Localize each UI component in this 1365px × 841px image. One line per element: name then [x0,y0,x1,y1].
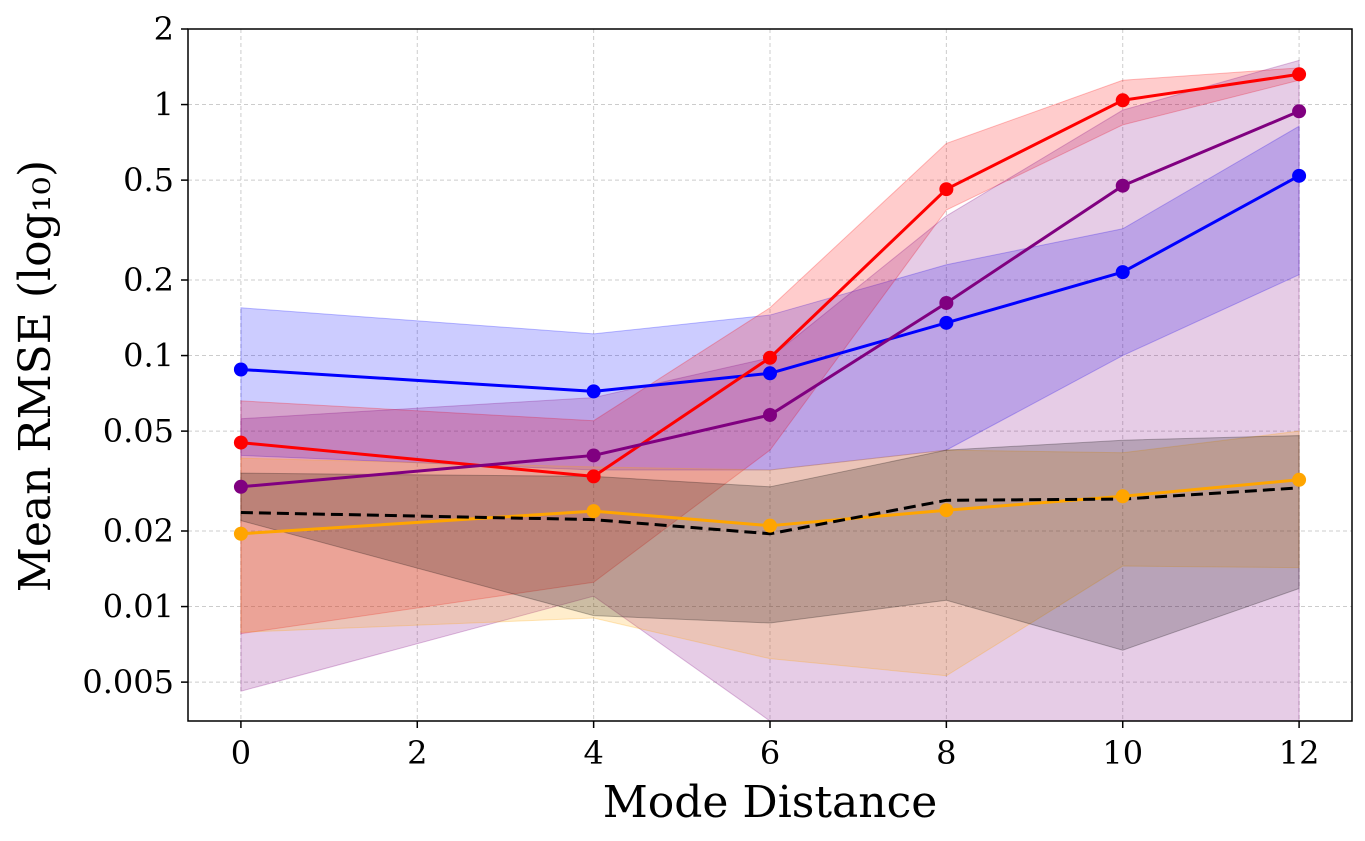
data-point-1-0 [233,435,248,450]
x-tick-label: 12 [1279,734,1320,772]
y-tick-label: 2 [154,10,174,48]
y-axis-ticks: 0.005 0.01 0.02 0.05 0.1 0.2 0.5 1 2 [82,10,188,701]
data-point-1-2 [763,350,777,365]
data-point-3-3 [939,503,954,518]
data-point-2-0 [233,479,248,494]
y-tick-label: 1 [154,86,174,124]
data-point-2-1 [586,448,601,463]
x-tick-label: 4 [583,734,603,772]
data-point-3-2 [763,518,777,533]
error-bands [240,59,1300,721]
y-tick-label: 0.02 [103,512,174,550]
error-band-4 [240,435,1300,651]
data-point-3-5 [1292,472,1307,487]
error-band-3 [240,430,1300,677]
series-line-4 [240,486,1300,536]
series-lines [240,72,1300,536]
data-point-0-5 [1292,168,1307,183]
data-point-1-4 [1115,93,1130,108]
data-point-0-1 [586,384,601,399]
data-point-1-1 [586,469,601,484]
series-line-1 [240,72,1300,478]
data-point-2-3 [939,295,954,310]
x-tick-label: 8 [936,734,956,772]
y-tick-label: 0.01 [103,588,174,626]
series-line-0 [240,174,1300,393]
x-axis-ticks: 0 2 4 6 8 10 12 [231,721,1320,772]
data-point-0-0 [233,362,248,377]
y-tick-label: 0.5 [123,161,174,199]
series-line-2 [240,109,1300,489]
y-axis-title: Mean RMSE (log₁₀) [10,160,61,592]
data-point-2-4 [1115,178,1130,193]
x-axis-title: Mode Distance [603,777,938,828]
y-tick-label: 0.05 [103,412,174,450]
y-tick-label: 0.1 [123,337,174,375]
x-tick-label: 0 [231,734,251,772]
data-point-3-4 [1115,489,1130,504]
data-point-3-1 [586,504,601,519]
y-tick-label: 0.005 [82,663,174,701]
series-points [233,67,1307,541]
y-tick-label: 0.2 [123,261,174,299]
data-point-1-3 [939,182,954,197]
x-tick-label: 10 [1102,734,1143,772]
x-tick-label: 6 [760,734,780,772]
data-point-1-5 [1292,67,1307,82]
data-point-0-4 [1115,265,1130,280]
data-point-2-5 [1292,104,1307,119]
data-point-2-2 [763,407,777,422]
x-tick-label: 2 [407,734,427,772]
data-point-0-3 [939,315,954,330]
data-point-3-0 [233,526,248,541]
data-point-0-2 [763,366,777,381]
